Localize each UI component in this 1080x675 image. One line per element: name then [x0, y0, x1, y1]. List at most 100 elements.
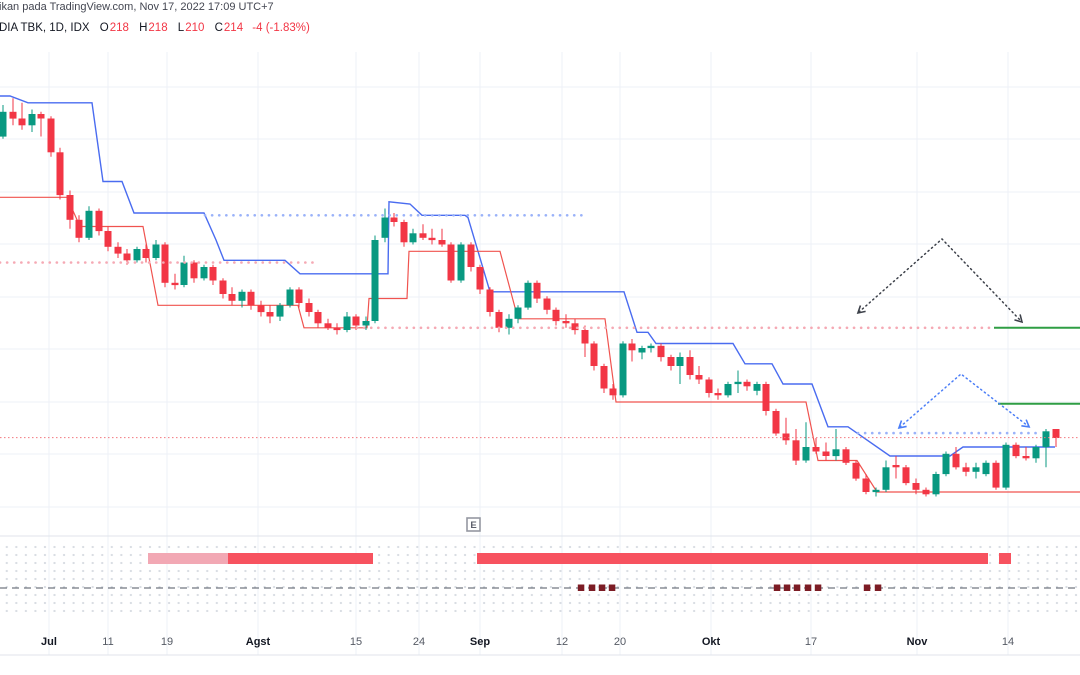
candle-up [882, 460, 890, 492]
event-square [783, 584, 791, 591]
candle-down [18, 102, 26, 130]
candle-up [85, 206, 93, 240]
candle-down [892, 456, 900, 479]
candle-down [762, 381, 770, 416]
candle-down [695, 366, 703, 384]
candle-up [286, 287, 294, 308]
candle-down [743, 379, 751, 391]
candle-up [514, 305, 522, 324]
event-square [793, 584, 801, 591]
candle-up [152, 240, 160, 261]
time-label-sep: Sep [469, 636, 491, 648]
time-label-agst: Agst [245, 636, 271, 648]
candle-up [802, 422, 810, 463]
candle-down [390, 213, 398, 227]
change-value: -4 (-1.83%) [252, 22, 310, 34]
candle-down [219, 278, 227, 299]
candle-down [992, 460, 1000, 490]
candle-down [571, 318, 579, 335]
time-axis[interactable]: Jul 11 19 Agst 15 24 Sep 12 20 Okt 17 Nov 14 [0, 636, 1080, 654]
candle-up [524, 280, 532, 310]
time-label-15: 15 [349, 636, 363, 648]
candle-up [28, 109, 36, 132]
candle-down [628, 339, 636, 362]
candle-up [238, 289, 246, 308]
candle-up [724, 381, 732, 398]
candle-down [95, 208, 103, 236]
time-label-jul: Jul [41, 636, 57, 648]
candle-up [505, 314, 513, 335]
candle-down [9, 98, 17, 126]
time-label-24: 24 [412, 636, 426, 648]
candle-up [276, 303, 284, 321]
candle-up [972, 462, 980, 479]
candle-down [37, 111, 45, 137]
candle-down [962, 462, 970, 477]
open-label: O [99, 22, 109, 34]
candle-up [0, 105, 7, 139]
candle-down [333, 323, 341, 335]
candle-up [1042, 429, 1050, 468]
candle-down [552, 307, 560, 326]
candle-down [104, 226, 112, 252]
candle-down [705, 377, 713, 398]
candle-down [902, 465, 910, 486]
candle-down [476, 264, 484, 294]
event-square [588, 584, 596, 591]
event-square [577, 584, 585, 591]
candle-down [912, 478, 920, 495]
candle-down [581, 325, 589, 357]
candles-layer [0, 98, 1060, 497]
close-value: 214 [223, 22, 244, 34]
event-square [608, 584, 616, 591]
close-label: C [214, 22, 223, 34]
candle-down [533, 280, 541, 303]
candle-up [133, 246, 141, 263]
event-squares [577, 584, 882, 591]
candle-down [114, 242, 122, 258]
lower-pane-dot-grid [0, 540, 1080, 612]
candle-up [180, 255, 188, 288]
candle-up [343, 312, 351, 333]
trend-arrows-blue[interactable] [900, 373, 1028, 427]
candle-down [228, 287, 236, 306]
candle-up [371, 235, 379, 324]
grid [0, 52, 1080, 655]
low-label: L [177, 22, 185, 34]
trend-arrows-black[interactable] [859, 237, 1021, 321]
candle-down [686, 350, 694, 380]
time-label-okt: Okt [701, 636, 721, 648]
high-value: 218 [148, 22, 168, 34]
candle-down [792, 429, 800, 465]
candle-down [171, 273, 179, 290]
candle-down [562, 314, 570, 328]
time-label-12: 12 [555, 636, 569, 648]
candle-up [647, 343, 655, 353]
candle-down [486, 287, 494, 317]
candle-down [1022, 447, 1030, 461]
candle-down [209, 264, 217, 285]
candle-up [872, 487, 880, 497]
candle-down [75, 215, 83, 243]
time-label-14: 14 [1001, 636, 1015, 648]
candle-down [842, 447, 850, 465]
candle-down [447, 242, 455, 283]
candle-down [295, 287, 303, 308]
candle-down [862, 474, 870, 495]
candle-down [314, 309, 322, 328]
candle-down [66, 190, 74, 229]
symbol-title: DIA TBK, 1D, IDX [0, 22, 90, 34]
candle-up [753, 381, 761, 396]
candle-up [619, 341, 627, 398]
time-label-nov: Nov [906, 636, 928, 648]
candle-down [714, 388, 722, 400]
candle-up [832, 429, 840, 461]
ribbon-segment-bright [999, 553, 1011, 564]
svg-text:E: E [470, 520, 476, 531]
candle-down [772, 408, 780, 436]
candle-down [852, 460, 860, 481]
earnings-marker[interactable]: E [466, 517, 481, 532]
event-square [598, 584, 606, 591]
